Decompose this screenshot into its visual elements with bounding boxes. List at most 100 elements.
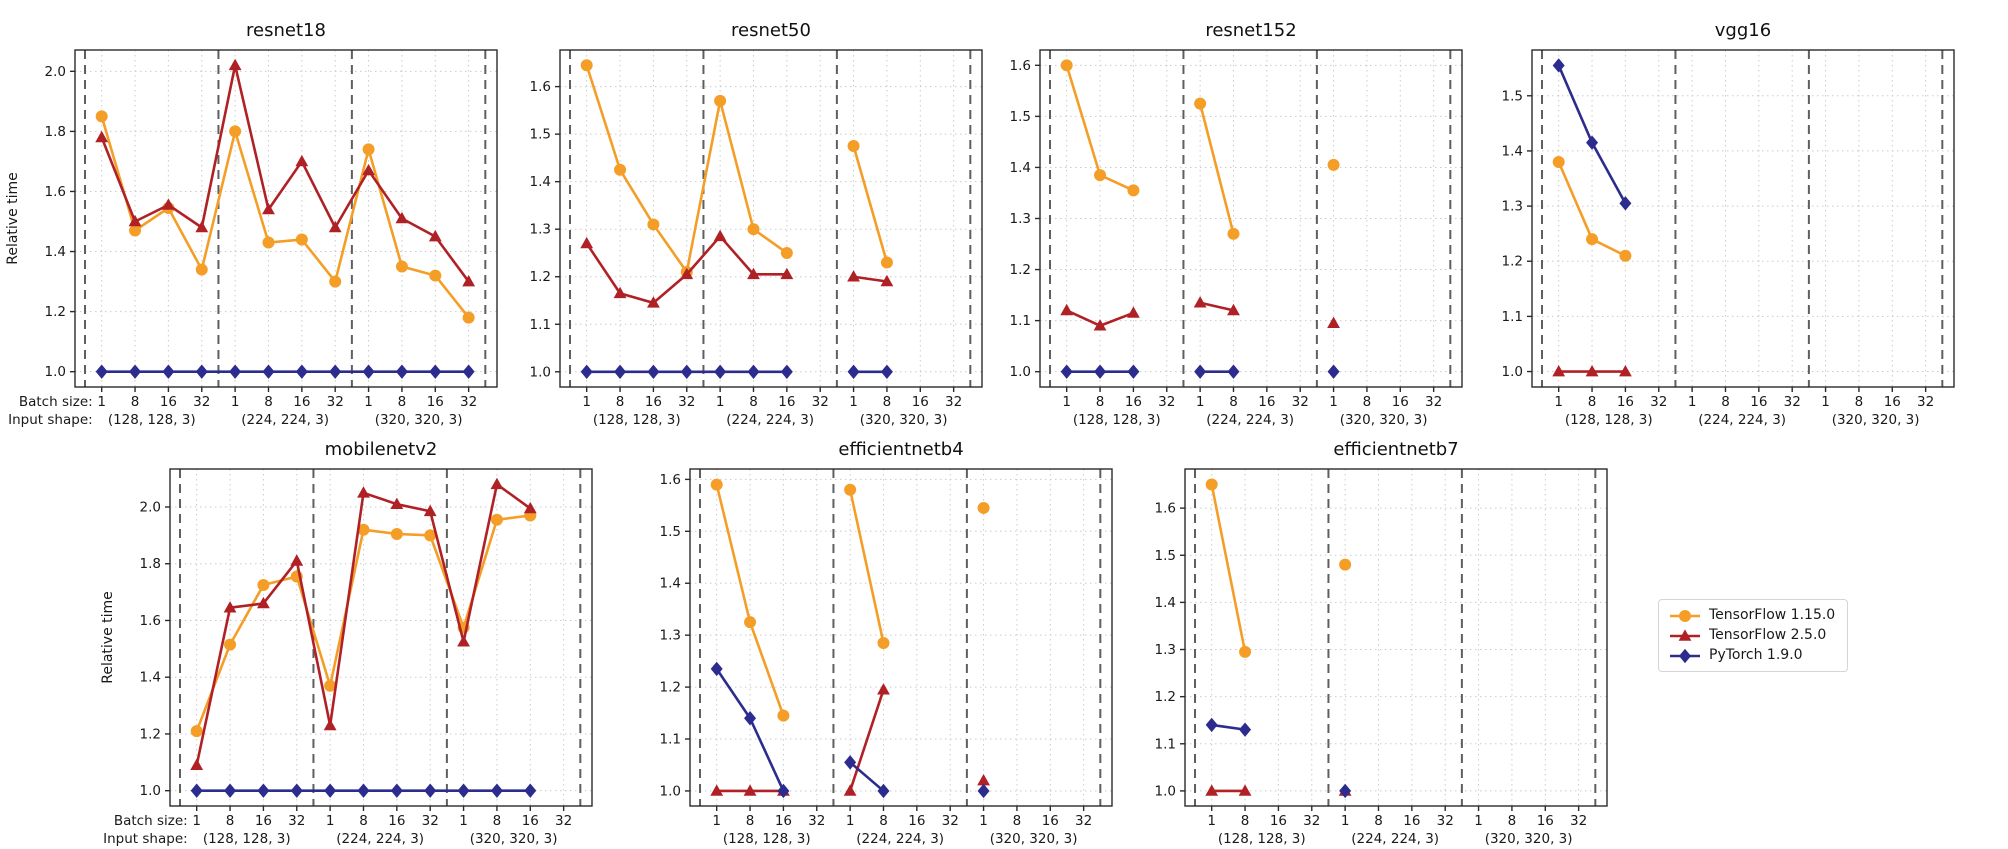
circle-marker-icon	[710, 478, 723, 491]
circle-marker-icon	[1239, 645, 1252, 658]
diamond-marker-icon	[1205, 717, 1218, 733]
y-axis-ticks: 1.0 1.1 1.2 1.3 1.4 1.5 1.6	[1010, 58, 1040, 380]
triangle-marker-icon	[428, 229, 442, 242]
chart-title: vgg16	[1715, 20, 1771, 41]
circle-marker-icon	[490, 513, 503, 526]
y-tick-label: 1.3	[1010, 211, 1031, 227]
circle-marker-icon	[844, 483, 857, 496]
circle-marker-icon	[295, 233, 308, 246]
x-tick-label: 32	[678, 394, 695, 410]
circle-marker-icon	[1670, 609, 1700, 622]
circle-marker-icon	[324, 679, 337, 692]
x-tick-label: 16	[522, 813, 539, 829]
x-tick-label: 1	[1062, 394, 1071, 410]
input-shape-label: (224, 224, 3)	[241, 412, 329, 428]
y-axis-label: Relative time	[100, 591, 116, 684]
triangle-marker-icon	[457, 635, 470, 647]
y-tick-label: 1.4	[1010, 160, 1031, 176]
x-tick-label: 8	[1374, 813, 1383, 829]
series-line	[853, 275, 888, 283]
y-tick-label: 1.0	[1502, 364, 1523, 380]
input-shape-label: (224, 224, 3)	[1351, 831, 1439, 847]
x-tick-label: 16	[1270, 813, 1287, 829]
diamond-marker-icon	[977, 783, 990, 799]
chart-mobilenetv2: 1.0 1.2 1.4 1.6 1.8 2.0 1 8 16 32 1 8 16 32 1 8 16 32 (128…	[100, 439, 593, 847]
y-tick-label: 1.1	[1155, 736, 1176, 752]
diamond-marker-icon	[257, 783, 270, 798]
input-shape-labels: (128, 128, 3) (224, 224, 3) (320, 320, 3)	[1565, 412, 1920, 428]
series-pytorch-1-9-0	[95, 364, 475, 379]
diamond-marker-icon	[1670, 648, 1700, 663]
circle-marker-icon	[195, 263, 208, 276]
input-shape-label: (320, 320, 3)	[1340, 412, 1428, 428]
x-tick-label: 32	[193, 394, 210, 410]
y-tick-label: 1.6	[45, 184, 66, 200]
input-shape-labels: (128, 128, 3) (224, 224, 3) (320, 320, 3)	[723, 831, 1078, 847]
diamond-marker-icon	[877, 783, 890, 799]
y-axis-ticks: 1.0 1.2 1.4 1.6 1.8 2.0	[45, 64, 75, 380]
x-tick-label: 32	[327, 394, 344, 410]
y-tick-label: 1.4	[530, 174, 551, 190]
diamond-marker-icon	[295, 364, 308, 379]
x-tick-label: 16	[427, 394, 444, 410]
triangle-marker-icon	[647, 296, 660, 308]
input-shape-label: (128, 128, 3)	[593, 412, 681, 428]
y-tick-label: 1.2	[45, 304, 66, 320]
diamond-marker-icon	[1227, 364, 1240, 379]
circle-marker-icon	[190, 725, 203, 738]
triangle-marker-icon	[362, 163, 375, 176]
circle-marker-icon	[424, 529, 437, 542]
x-axis-ticks: 1 8 16 32 1 8 16 32 1 8 16 32	[97, 387, 477, 410]
series-pytorch-1-9-0	[710, 661, 990, 799]
diamond-marker-icon	[524, 783, 537, 798]
series-tensorflow-1-15-0	[1060, 59, 1340, 240]
input-shape-label: (320, 320, 3)	[375, 412, 463, 428]
triangle-marker-icon	[162, 198, 175, 210]
series-tensorflow-2-5-0	[1060, 296, 1340, 331]
x-tick-label: 32	[1437, 813, 1454, 829]
triangle-marker-icon	[1127, 306, 1140, 318]
y-tick-label: 1.8	[45, 124, 66, 140]
circle-marker-icon	[395, 260, 408, 273]
chart-efficientnetb7: 1.0 1.1 1.2 1.3 1.4 1.5 1.6 1 8 16 32 1 8 16 32 1 8 16 32 (…	[1155, 439, 1608, 847]
triangle-marker-icon	[1060, 303, 1074, 316]
circle-marker-icon	[777, 709, 790, 722]
x-tick-label: 32	[555, 813, 572, 829]
gridlines	[690, 469, 1112, 806]
input-shape-label: (224, 224, 3)	[336, 831, 424, 847]
x-tick-label: 32	[812, 394, 829, 410]
x-tick-label: 1	[326, 813, 335, 829]
series-line	[100, 116, 470, 319]
x-tick-label: 32	[460, 394, 477, 410]
x-tick-label: 32	[1917, 394, 1934, 410]
x-tick-label: 16	[1537, 813, 1554, 829]
y-tick-label: 1.2	[140, 726, 161, 742]
y-axis-ticks: 1.0 1.1 1.2 1.3 1.4 1.5 1.6	[660, 472, 690, 799]
y-tick-label: 1.4	[1155, 595, 1176, 611]
diamond-marker-icon	[224, 783, 237, 798]
series-tensorflow-1-15-0	[1205, 478, 1352, 658]
triangle-marker-icon	[290, 554, 304, 566]
diamond-marker-icon	[1552, 58, 1565, 73]
diamond-marker-icon	[1339, 783, 1352, 799]
chart-title: resnet152	[1205, 20, 1296, 41]
y-tick-label: 1.4	[660, 576, 681, 592]
triangle-marker-icon	[747, 267, 760, 280]
x-tick-label: 1	[97, 394, 106, 410]
series-line	[848, 689, 885, 792]
x-tick-label: 16	[908, 813, 925, 829]
diamond-marker-icon	[424, 783, 437, 798]
diamond-marker-icon	[395, 364, 408, 379]
y-tick-label: 1.0	[660, 783, 681, 799]
x-axis-ticks: 1 8 16 32 1 8 16 32 1 8 16 32	[582, 387, 962, 410]
input-shape-label: (320, 320, 3)	[990, 831, 1078, 847]
x-tick-label: 8	[226, 813, 235, 829]
triangle-marker-icon	[1093, 319, 1107, 331]
x-axis-ticks: 1 8 16 32 1 8 16 32 1 8 16 32	[1062, 387, 1442, 410]
triangle-marker-icon	[1552, 364, 1566, 377]
diamond-marker-icon	[1194, 364, 1207, 379]
x-tick-label: 8	[493, 813, 502, 829]
diamond-marker-icon	[329, 364, 342, 379]
circle-marker-icon	[1339, 558, 1352, 571]
